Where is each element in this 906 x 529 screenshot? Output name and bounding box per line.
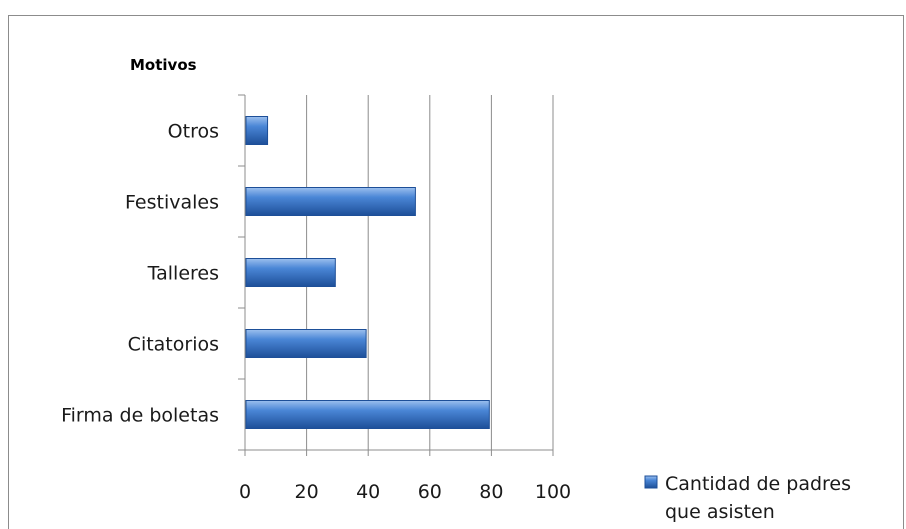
category-label: Otros [168, 121, 219, 143]
legend: Cantidad de padres que asisten [644, 473, 851, 523]
category-label: Firma de boletas [61, 405, 219, 427]
bar [245, 400, 490, 429]
legend-label-line-1: Cantidad de padres [665, 473, 851, 495]
bar [245, 187, 416, 216]
legend-swatch [644, 475, 658, 489]
x-tick-label: 100 [535, 481, 571, 503]
x-tick-label: 20 [295, 481, 319, 503]
axis-title: Motivos [130, 56, 197, 74]
x-tick-label: 80 [479, 481, 503, 503]
bar [245, 329, 367, 358]
chart-frame [8, 15, 904, 529]
bar [245, 116, 269, 145]
category-label: Festivales [125, 192, 219, 214]
category-label: Citatorios [128, 334, 219, 356]
x-tick-label: 0 [239, 481, 251, 503]
bar [245, 258, 336, 287]
x-tick-label: 40 [356, 481, 380, 503]
x-tick-label: 60 [418, 481, 442, 503]
legend-label-line-2: que asisten [665, 501, 775, 523]
category-label: Talleres [147, 263, 219, 285]
